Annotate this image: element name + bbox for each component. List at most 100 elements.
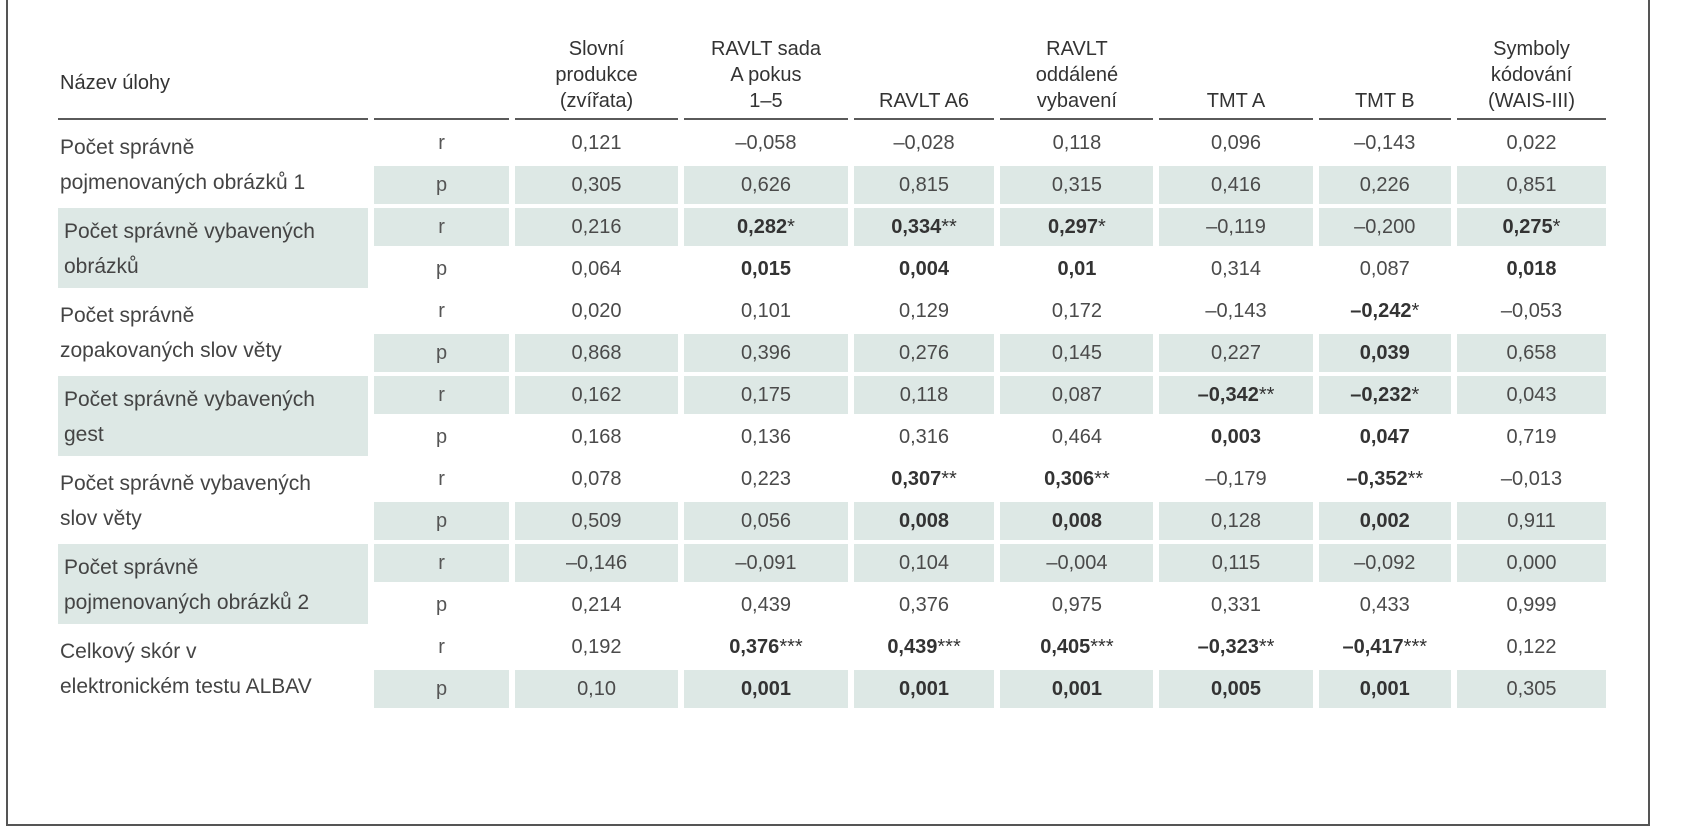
table-row: Počet správně vybavených gest r 0,162 0,175 0… bbox=[58, 376, 1606, 456]
p-value-cell: 0,509 bbox=[514, 502, 679, 540]
p-value-cell: 0,911 bbox=[1456, 502, 1606, 540]
task-name-line: Počet správně bbox=[64, 556, 199, 579]
task-name-cell: Počet správně pojmenovaných obrázků 1 bbox=[58, 124, 368, 204]
r-value: –0,004 bbox=[1046, 551, 1108, 574]
r-value: 0,129 bbox=[899, 299, 950, 322]
significance-mark: ** bbox=[1258, 383, 1275, 406]
r-value: 0,282 bbox=[737, 215, 788, 238]
r-value-cell: 0,129 bbox=[854, 292, 995, 330]
task-name-line: zopakovaných slov věty bbox=[60, 339, 282, 362]
r-value-cell: 0,405*** bbox=[1000, 628, 1153, 666]
r-value: 0,334 bbox=[891, 215, 942, 238]
table-body: Počet správně pojmenovaných obrázků 1 r 0,1… bbox=[58, 124, 1606, 708]
column-header-line: RAVLT A6 bbox=[879, 90, 970, 112]
column-header: TMT B bbox=[1318, 36, 1451, 120]
stat-label-r: r bbox=[438, 131, 445, 154]
r-value: 0,275 bbox=[1502, 215, 1553, 238]
column-header-line: TMT B bbox=[1354, 90, 1415, 112]
r-value: –0,091 bbox=[735, 551, 797, 574]
r-value-cell: 0,297* bbox=[1000, 208, 1154, 246]
r-value: 0,122 bbox=[1506, 635, 1557, 658]
r-value: 0,162 bbox=[571, 383, 622, 406]
p-value-cell: 0,214 bbox=[571, 593, 622, 616]
r-value: 0,376 bbox=[729, 635, 780, 658]
r-value-cell: –0,342** bbox=[1159, 376, 1313, 414]
r-value-cell: –0,013 bbox=[1457, 460, 1606, 498]
p-value-cell: 0,331 bbox=[1210, 593, 1262, 616]
table-row: p 0,168 0,136 0,316 0,464 0,003 0,047 0,719 bbox=[58, 418, 1606, 456]
significance-mark: ** bbox=[1094, 467, 1110, 490]
r-value: –0,013 bbox=[1500, 467, 1563, 490]
task-name-line: Počet správně bbox=[60, 136, 195, 159]
task-name-line: Počet správně vybavených bbox=[64, 388, 315, 411]
column-header-line: kódování bbox=[1490, 64, 1573, 86]
column-header-line: A pokus bbox=[730, 64, 802, 86]
p-value-cell: 0,464 bbox=[1051, 425, 1102, 448]
p-value-cell: 0,315 bbox=[1000, 166, 1154, 204]
significance-mark: *** bbox=[779, 635, 803, 658]
stat-label-r: r bbox=[438, 635, 445, 658]
r-value-cell: 0,334** bbox=[853, 208, 995, 246]
column-header-line bbox=[858, 36, 991, 62]
p-value-cell: 0,626 bbox=[684, 166, 848, 204]
p-value-cell: 0,227 bbox=[1159, 334, 1313, 372]
stat-label-p: p bbox=[436, 593, 448, 616]
column-header-line: oddálené bbox=[1035, 64, 1119, 86]
p-value-cell: 0,314 bbox=[1210, 257, 1262, 280]
r-value: –0,242 bbox=[1350, 299, 1412, 322]
p-value-cell: 0,039 bbox=[1318, 334, 1451, 372]
r-value-cell: 0,096 bbox=[1159, 124, 1312, 162]
r-value: –0,417 bbox=[1342, 635, 1404, 658]
r-value: 0,096 bbox=[1210, 131, 1262, 154]
column-header-line: (WAIS-III) bbox=[1487, 90, 1575, 112]
p-value-cell: 0,01 bbox=[1057, 257, 1097, 280]
p-value-cell: 0,015 bbox=[740, 257, 791, 280]
column-header-line bbox=[1163, 62, 1308, 88]
r-value: 0,101 bbox=[740, 299, 791, 322]
significance-mark: *** bbox=[1090, 635, 1114, 658]
significance-mark: * bbox=[1411, 299, 1420, 322]
column-header: TMT A bbox=[1159, 36, 1313, 120]
r-value: 0,297 bbox=[1047, 215, 1099, 238]
r-value: 0,175 bbox=[740, 383, 791, 406]
r-value-cell: 0,162 bbox=[514, 376, 679, 414]
column-header: Slovní produkce (zvířata) bbox=[514, 36, 679, 120]
task-name-cell: Počet správně vybavených gest bbox=[58, 376, 369, 456]
task-name-cell: Celkový skór v elektronickém testu ALBAV bbox=[58, 628, 368, 708]
r-value: 0,192 bbox=[571, 635, 622, 658]
p-value-cell: 0,008 bbox=[1000, 502, 1154, 540]
stat-label-p: p bbox=[374, 670, 509, 708]
r-value-cell: 0,376*** bbox=[684, 628, 847, 666]
table-row: p 0,509 0,056 0,008 0,008 0,128 0,002 0,911 bbox=[58, 502, 1606, 540]
p-value-cell: 0,003 bbox=[1210, 425, 1262, 448]
r-value-cell: 0,087 bbox=[1000, 376, 1154, 414]
r-value-cell: 0,192 bbox=[515, 628, 678, 666]
p-value-cell: 0,018 bbox=[1506, 257, 1557, 280]
r-value: 0,022 bbox=[1506, 131, 1557, 154]
r-value: 0,104 bbox=[899, 551, 950, 574]
column-header-line bbox=[1163, 36, 1308, 62]
r-value: –0,232 bbox=[1350, 383, 1412, 406]
column-header-line: Slovní bbox=[568, 38, 625, 60]
column-header-line: (zvířata) bbox=[559, 90, 634, 112]
p-value-cell: 0,008 bbox=[853, 502, 995, 540]
r-value: 0,020 bbox=[571, 299, 622, 322]
r-value-cell: –0,028 bbox=[854, 124, 995, 162]
column-header-line: produkce bbox=[555, 64, 638, 86]
p-value-cell: 0,064 bbox=[571, 257, 622, 280]
p-value-cell: 0,975 bbox=[1051, 593, 1102, 616]
significance-mark: ** bbox=[1258, 635, 1275, 658]
p-value-cell: 0,001 bbox=[853, 670, 995, 708]
significance-mark: * bbox=[1552, 215, 1561, 238]
significance-mark: * bbox=[787, 215, 795, 238]
p-value-cell: 0,136 bbox=[740, 425, 791, 448]
p-value-cell: 0,305 bbox=[514, 166, 679, 204]
r-value-cell: 0,118 bbox=[1000, 124, 1153, 162]
column-header-line: RAVLT bbox=[1046, 38, 1108, 60]
stat-label-r: r bbox=[374, 376, 509, 414]
table-row: Počet správně zopakovaných slov věty r 0,02… bbox=[58, 292, 1606, 363]
stat-label-r: r bbox=[374, 544, 509, 582]
p-value-cell: 0,128 bbox=[1159, 502, 1313, 540]
p-value-cell: 0,999 bbox=[1506, 593, 1557, 616]
r-value-cell: 0,306** bbox=[1000, 460, 1153, 498]
